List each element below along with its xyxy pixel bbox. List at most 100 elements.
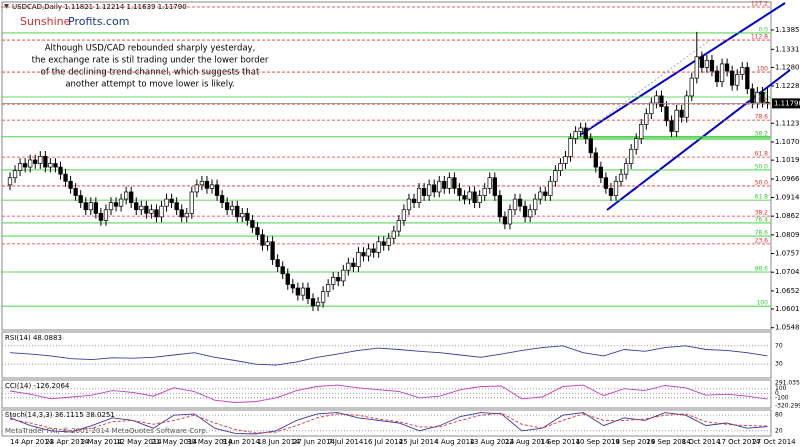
candle-body <box>285 273 290 285</box>
candle-body <box>194 184 200 193</box>
level-label: 0.0 <box>758 26 768 33</box>
level-label: 61.8 <box>755 151 769 158</box>
y-tick-label: 1.10705 <box>775 138 800 146</box>
candle-body <box>427 184 432 196</box>
candle-body <box>351 262 356 268</box>
candle-body <box>184 212 189 218</box>
candle-body <box>371 248 376 253</box>
candle-body <box>598 166 603 179</box>
candle-body <box>113 202 119 207</box>
candle-body <box>149 209 154 214</box>
candle-body <box>275 259 280 268</box>
candle-body <box>139 205 144 211</box>
candle-body <box>17 163 23 171</box>
level-label: 38.2 <box>755 130 769 137</box>
x-tick-label: 18 Jun 2014 <box>257 438 300 446</box>
y-tick-label: 1.12800 <box>775 63 800 71</box>
candle-body <box>457 188 462 196</box>
candle-body <box>381 241 386 246</box>
candle-body <box>265 241 270 246</box>
y-tick-label: 70 <box>775 342 783 349</box>
level-label: 100 <box>757 300 769 307</box>
level-label: 100 <box>757 66 769 73</box>
x-tick-label: 16 Jul 2014 <box>364 438 404 446</box>
candle-body <box>583 127 588 139</box>
level-label: 112.8 <box>751 34 768 41</box>
x-tick-label: 13 Aug 2014 <box>470 438 515 446</box>
candle-body <box>704 59 710 68</box>
candle-body <box>674 109 679 132</box>
candle-body <box>63 173 68 182</box>
candle-body <box>88 202 93 211</box>
last-price-label: 1.11790 <box>774 99 800 107</box>
candle-body <box>447 177 452 189</box>
candle-body <box>497 195 502 218</box>
candle-body <box>618 173 624 182</box>
x-tick-label: 7 Jul 2014 <box>328 438 364 446</box>
x-tick-label: 21 May 2014 <box>151 438 197 446</box>
candle-body <box>83 202 88 211</box>
y-tick-label: 1.06010 <box>775 305 800 313</box>
candle-body <box>134 202 139 211</box>
candle-body <box>300 287 306 296</box>
candle-body <box>331 276 336 285</box>
candle-body <box>118 198 124 207</box>
candle-body <box>724 63 730 72</box>
candle-body <box>714 70 720 83</box>
candle-body <box>341 269 346 282</box>
x-tick-label: 1 Sep 2014 <box>540 438 580 446</box>
candle-body <box>442 180 447 189</box>
candle-body <box>735 74 740 86</box>
candle-body <box>73 188 78 196</box>
candle-body <box>502 216 508 225</box>
candle-body <box>98 212 104 221</box>
candle-body <box>38 156 43 164</box>
candle-body <box>548 180 553 196</box>
candle-body <box>290 284 295 289</box>
y-tick-label: 1.08620 <box>775 212 800 220</box>
stoch-panel <box>1 409 772 437</box>
candle-body <box>78 195 83 203</box>
candle-body <box>48 163 53 168</box>
candle-body <box>755 92 760 104</box>
candle-body <box>628 148 634 164</box>
x-tick-label: 29 Sep 2014 <box>646 438 691 446</box>
candle-body <box>421 188 427 196</box>
candle-body <box>623 163 629 175</box>
y-tick-label: 1.06520 <box>775 287 800 295</box>
y-tick-label: 1.08095 <box>775 231 800 239</box>
candle-body <box>750 88 755 104</box>
x-tick-label: 25 Jul 2014 <box>399 438 439 446</box>
candle-body <box>366 248 371 257</box>
candle-body <box>260 234 265 246</box>
level-label: 50.0 <box>755 179 769 186</box>
candle-body <box>270 241 275 260</box>
candle-body <box>411 198 417 203</box>
y-tick-label: 80 <box>775 412 783 419</box>
candle-body <box>240 212 245 218</box>
candle-body <box>164 198 169 207</box>
channel-upper <box>579 2 786 136</box>
support-zone <box>568 136 770 140</box>
candle-body <box>93 202 99 214</box>
indicator-title: CCI(14) -126.2064 <box>5 382 70 390</box>
candle-body <box>639 124 644 139</box>
x-tick-label: 2 May 2014 <box>81 438 123 446</box>
candle-body <box>462 195 467 200</box>
y-tick-label: 1.13310 <box>775 45 800 53</box>
y-tick-label: 1.11230 <box>775 119 800 127</box>
candle-body <box>159 205 164 218</box>
candle-body <box>179 209 184 218</box>
level-label: 38.2 <box>755 210 769 217</box>
candle-body <box>699 56 704 68</box>
candle-body <box>477 195 482 203</box>
candle-body <box>320 291 326 303</box>
candle-body <box>214 184 220 196</box>
candle-body <box>740 67 745 75</box>
y-tick-label: 1.07045 <box>775 268 800 276</box>
candle-body <box>315 301 321 307</box>
candle-body <box>58 166 63 175</box>
y-tick-label: 1.13855 <box>775 26 800 34</box>
level-label: 61.8 <box>755 194 769 201</box>
annotation: the exchange rate is stil trading under … <box>32 56 269 66</box>
